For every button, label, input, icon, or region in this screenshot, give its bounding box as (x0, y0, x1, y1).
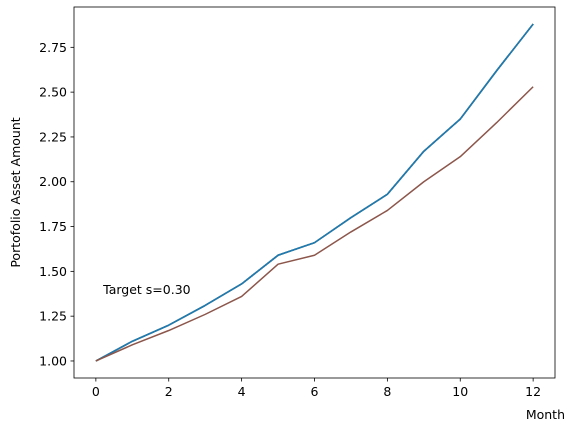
series-line-1 (95, 23, 534, 362)
y-tick-label: 1.00 (39, 353, 67, 368)
plot-frame (73, 6, 556, 379)
y-tick-label: 2.00 (39, 174, 67, 189)
series-line-2 (95, 23, 534, 362)
y-axis-ticks: 1.00 1.25 1.50 1.75 2.00 2.25 2.50 2.75 (39, 40, 74, 368)
series-line-4 (95, 23, 534, 362)
series-line-3 (95, 23, 534, 362)
y-tick-label: 1.50 (39, 264, 67, 279)
y-tick-label: 1.75 (39, 219, 67, 234)
x-tick-label: 6 (311, 384, 319, 399)
x-tick-label: 12 (525, 384, 541, 399)
series-line-10 (95, 86, 534, 362)
series-line-8 (95, 23, 534, 362)
series-layer (95, 23, 534, 362)
series-line-9 (95, 23, 534, 362)
y-tick-label: 2.50 (39, 85, 67, 100)
x-tick-label: 0 (92, 384, 100, 399)
x-tick-label: 8 (383, 384, 391, 399)
series-line-7 (95, 23, 534, 362)
x-axis-label: Month (526, 407, 565, 422)
y-axis-label: Portofolio Asset Amount (8, 117, 23, 267)
x-tick-label: 10 (452, 384, 468, 399)
x-tick-label: 4 (238, 384, 246, 399)
x-axis-ticks: 0 2 4 6 8 10 12 (92, 378, 541, 399)
series-line-5 (95, 23, 534, 362)
x-tick-label: 2 (165, 384, 173, 399)
y-tick-label: 2.75 (39, 40, 67, 55)
annotation-label: Target s=0.30 (102, 282, 191, 297)
y-tick-label: 2.25 (39, 129, 67, 144)
y-tick-label: 1.25 (39, 309, 67, 324)
series-line-6 (95, 23, 534, 362)
